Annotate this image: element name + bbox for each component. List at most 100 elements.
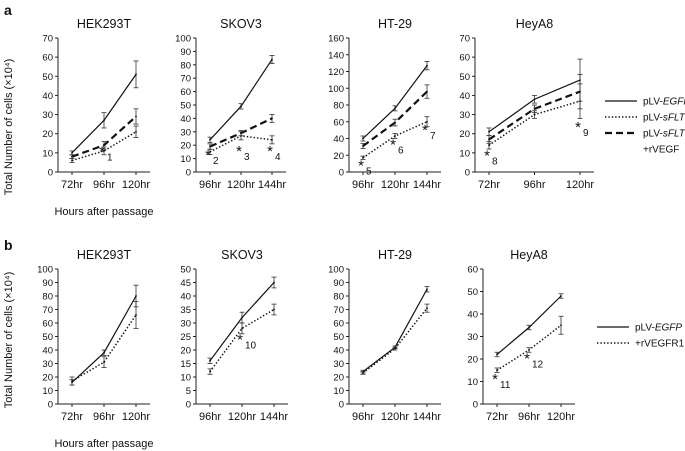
data-point [135, 130, 137, 133]
data-point [103, 361, 105, 364]
data-point [71, 155, 73, 158]
significance-index: 5 [366, 166, 372, 177]
legends-layer: pLV-EGFPpLV-sFLT1pLV-sFLT1+rVEGFpLV-EGFP… [597, 97, 685, 350]
y-tick-label: 20 [180, 346, 191, 357]
significance-marker: * [205, 147, 211, 164]
data-point [533, 107, 536, 110]
series-solid [207, 276, 277, 364]
data-point [273, 308, 275, 311]
y-tick-label: 100 [37, 265, 53, 276]
data-point [135, 115, 137, 118]
y-tick-label: 40 [180, 292, 191, 303]
legend-label-italic: sFLT1 [663, 113, 685, 124]
y-tick-label: 30 [180, 127, 191, 138]
chart-title: SKOV3 [221, 248, 263, 262]
y-tick-label: 0 [48, 168, 53, 179]
significance-index: 7 [430, 131, 436, 142]
y-tick-label: 10 [333, 386, 344, 397]
y-tick-label: 30 [467, 332, 478, 343]
data-point [103, 351, 105, 354]
panel-b-letter: b [4, 237, 13, 253]
chart-title: HeyA8 [516, 17, 554, 31]
data-point [560, 324, 562, 327]
series-line [71, 295, 137, 383]
data-point [533, 113, 536, 116]
data-point [135, 295, 137, 297]
y-tick-label: 50 [467, 287, 478, 298]
x-tick-label: 96hr [199, 411, 221, 423]
data-point [71, 380, 73, 382]
chart-title: SKOV3 [220, 17, 262, 31]
data-point [560, 295, 562, 297]
data-point [394, 347, 396, 350]
y-tick-label: 100 [328, 84, 344, 95]
data-point [394, 135, 396, 137]
x-tick-label: 96hr [518, 411, 540, 423]
significance-marker: * [99, 144, 105, 161]
y-tick-label: 10 [180, 373, 191, 384]
y-tick-label: 0 [473, 400, 478, 411]
y-tick-label: 90 [42, 278, 53, 289]
y-tick-label: 10 [42, 386, 53, 397]
y-tick-label: 60 [333, 117, 344, 128]
y-tick-label: 70 [180, 74, 191, 85]
series-solid [494, 293, 564, 358]
significance-marker: * [236, 143, 242, 160]
x-tick-label: 120hr [227, 179, 255, 191]
data-point [426, 90, 428, 93]
y-tick-label: 45 [180, 278, 191, 289]
y-tick-label: 0 [186, 400, 191, 411]
y-tick-label: 100 [328, 265, 344, 276]
y-tick-label: 20 [333, 373, 344, 384]
series-dotted [494, 315, 564, 373]
data-point [241, 327, 243, 330]
y-tick-label: 20 [467, 355, 478, 366]
legend-label: pLV-EGFP [635, 323, 682, 334]
data-point [528, 326, 530, 329]
y-tick-label: 50 [180, 101, 191, 112]
series-dotted [69, 300, 139, 386]
significance-marker: * [237, 332, 243, 349]
y-tick-label: 60 [42, 53, 53, 64]
chart-b-hek293t: HEK293T 0 10 20 30 40 50 60 70 80 90 100 72hr 96hr 120… [37, 248, 150, 423]
chart-b-ht29: HT-29 0 10 20 30 40 50 60 70 80 90 100 96hr 120hr 144h… [328, 248, 441, 423]
data-point [209, 145, 211, 148]
y-tick-label: 10 [42, 148, 53, 159]
data-point [271, 117, 273, 120]
legend-label-italic: sFLT1 [663, 129, 685, 140]
series-dotted [486, 83, 583, 150]
data-point [496, 353, 498, 356]
significance-marker: * [484, 148, 490, 165]
chart-a-skov3: SKOV3 0 10 20 30 40 50 60 70 80 90 100 96hr 120hr 144h… [175, 17, 286, 191]
legend-label: pLV-EGFP [643, 97, 685, 108]
series-dotted [360, 303, 430, 375]
y-tick-label: 60 [459, 53, 470, 64]
y-tick-label: 60 [467, 265, 478, 276]
y-tick-label: 20 [459, 129, 470, 140]
y-tick-label: 70 [459, 34, 470, 45]
y-tick-label: 0 [186, 168, 191, 179]
data-point [103, 119, 105, 122]
x-tick-label: 96hr [352, 411, 374, 423]
significance-marker: * [575, 119, 581, 136]
legend-label: pLV-sFLT1 [643, 113, 685, 124]
legend-label: pLV-sFLT1 [643, 129, 685, 140]
series-solid [207, 55, 275, 143]
series-solid [360, 286, 430, 374]
y-tick-label: 50 [333, 332, 344, 343]
data-point [240, 132, 242, 135]
y-tick-label: 70 [333, 305, 344, 316]
data-point [533, 98, 536, 101]
y-tick-label: 90 [180, 47, 191, 58]
series-dashed [486, 73, 583, 144]
data-point [209, 359, 211, 362]
y-tick-label: 160 [328, 34, 344, 45]
y-tick-label: 5 [186, 386, 191, 397]
significance-index: 12 [532, 360, 544, 371]
y-tick-label: 80 [333, 101, 344, 112]
data-point [273, 281, 275, 284]
y-tick-label: 20 [42, 373, 53, 384]
